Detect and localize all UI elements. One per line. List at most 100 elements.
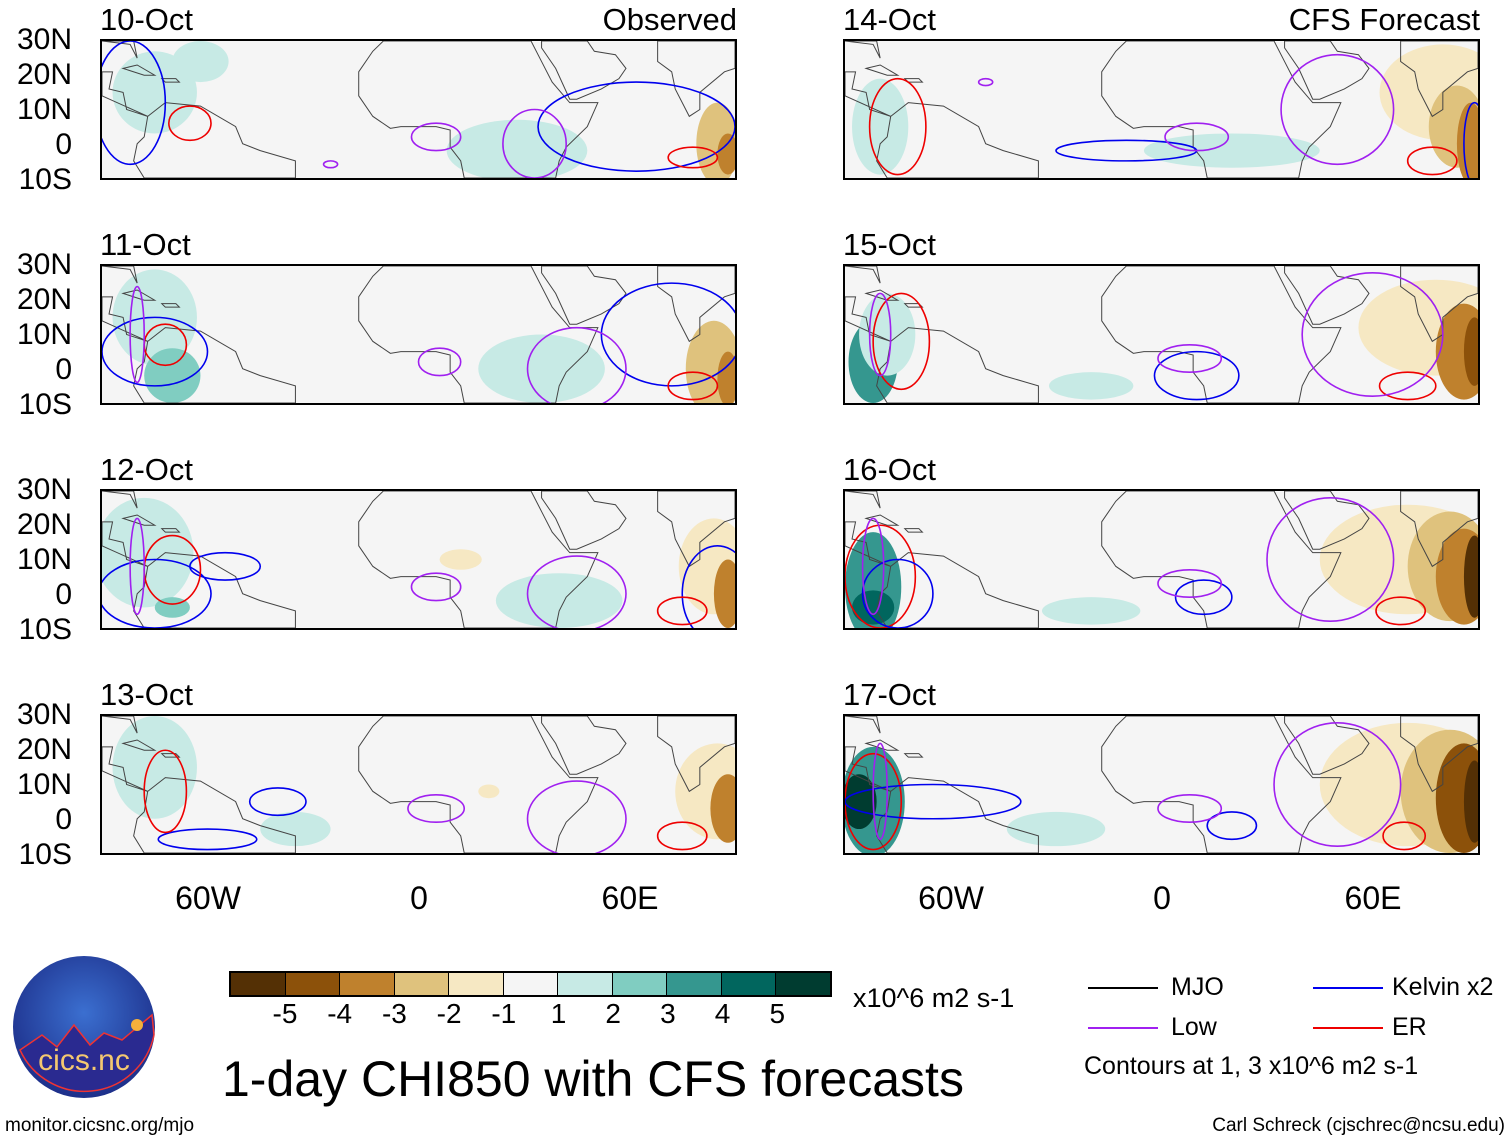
- er-contour: [1383, 822, 1425, 849]
- er-contour: [658, 822, 707, 849]
- lat-label: 20N: [16, 58, 72, 91]
- coastline: [102, 491, 137, 508]
- chi-anomaly-shading: [1463, 317, 1478, 386]
- map-panel-10-Oct: [100, 39, 737, 180]
- chi-anomaly-shading: [439, 549, 482, 570]
- forecast-label: CFS Forecast: [1288, 2, 1480, 37]
- colorbar-swatch: [340, 973, 395, 995]
- low-contour: [324, 161, 338, 168]
- coastline: [1285, 266, 1369, 324]
- coastline: [134, 778, 296, 853]
- chi-anomaly-shading: [713, 559, 735, 628]
- lat-label: 20N: [16, 733, 72, 766]
- cics-logo[interactable]: cics.nc: [12, 955, 157, 1100]
- panel-date: 11-Oct: [100, 227, 191, 262]
- coastline: [162, 529, 180, 532]
- colorbar-swatch: [612, 973, 667, 995]
- er-contour: [1408, 147, 1457, 174]
- coastline: [866, 65, 898, 75]
- coastline: [1285, 41, 1369, 99]
- lat-label: 10N: [16, 768, 72, 801]
- er-contour: [169, 106, 211, 140]
- coastline: [845, 522, 891, 567]
- map-panel-15-Oct: [843, 264, 1480, 405]
- legend-er: ER: [1392, 1013, 1427, 1041]
- chi-anomaly-shading: [260, 811, 331, 847]
- chi-anomaly-shading: [1006, 811, 1106, 847]
- lat-label: 10N: [16, 93, 72, 126]
- colorbar-swatch: [503, 973, 558, 995]
- coastline: [658, 491, 735, 566]
- colorbar-swatch: [667, 973, 722, 995]
- lat-label: 10S: [18, 838, 72, 871]
- lat-label: 30N: [16, 698, 72, 731]
- low-contour: [1158, 345, 1221, 372]
- legend-line-kelvin: [1313, 987, 1383, 989]
- svg-text:cics.nc: cics.nc: [38, 1044, 130, 1077]
- coastline: [359, 266, 598, 403]
- footer-url[interactable]: monitor.cicsnc.org/mjo: [5, 1115, 195, 1136]
- er-contour: [668, 147, 717, 168]
- coastline: [845, 747, 891, 792]
- lat-label: 20N: [16, 283, 72, 316]
- lat-label: 0: [55, 803, 72, 836]
- coastline: [866, 740, 898, 750]
- coastline: [542, 716, 626, 774]
- kelvin-contour: [250, 788, 306, 815]
- observed-label: Observed: [602, 2, 737, 37]
- kelvin-contour: [102, 317, 208, 386]
- lat-label: 0: [55, 128, 72, 161]
- colorbar-swatch: [285, 973, 340, 995]
- colorbar-swatch: [721, 973, 776, 995]
- panel-date: 10-Oct: [100, 2, 194, 37]
- map-panel-13-Oct: [100, 714, 737, 855]
- low-contour: [411, 573, 460, 600]
- chi-anomaly-shading: [1041, 597, 1141, 625]
- map-panel-12-Oct: [100, 489, 737, 630]
- coastline: [162, 79, 180, 82]
- panel-date: 14-Oct: [843, 2, 937, 37]
- colorbar-label: 2: [605, 998, 621, 1029]
- coastline: [877, 328, 1039, 403]
- footer-credit: Carl Schreck (cjschrec@ncsu.edu): [1212, 1115, 1505, 1136]
- coastline: [102, 72, 148, 117]
- coastline: [877, 778, 1039, 853]
- panel-date: 17-Oct: [843, 677, 937, 712]
- chi-anomaly-shading: [852, 78, 909, 175]
- chi-anomaly-shading: [1463, 535, 1478, 618]
- coastline: [542, 41, 626, 99]
- kelvin-contour: [845, 785, 1021, 819]
- legend-line-low: [1088, 1027, 1158, 1029]
- map-panel-14-Oct: [843, 39, 1480, 180]
- coastline: [102, 522, 148, 567]
- coastline: [845, 72, 891, 117]
- colorbar-label: 4: [714, 998, 731, 1029]
- coastline: [162, 304, 180, 307]
- chi-anomaly-shading: [1143, 133, 1320, 168]
- coastline: [1401, 491, 1478, 566]
- low-contour: [408, 795, 464, 822]
- lat-label: 30N: [16, 23, 72, 56]
- colorbar-swatch: [231, 973, 286, 995]
- lat-label: 10N: [16, 318, 72, 351]
- chi-anomaly-shading: [845, 774, 877, 830]
- coastline: [905, 529, 923, 532]
- map-panel-17-Oct: [843, 714, 1480, 855]
- er-contour: [144, 750, 186, 832]
- map-panel-16-Oct: [843, 489, 1480, 630]
- er-contour: [1376, 597, 1425, 624]
- figure-title: 1-day CHI850 with CFS forecasts: [222, 1051, 964, 1107]
- coastline: [866, 515, 898, 525]
- colorbar-label: 1: [550, 998, 567, 1029]
- kelvin-contour: [1176, 580, 1232, 614]
- lon-label: 0: [1153, 880, 1171, 916]
- legend-mjo: MJO: [1171, 973, 1224, 1001]
- low-contour: [1274, 723, 1401, 846]
- kelvin-contour: [1464, 103, 1478, 178]
- low-contour: [979, 79, 993, 86]
- er-contour: [658, 597, 707, 624]
- chi-anomaly-shading: [478, 334, 605, 403]
- chi-anomaly-shading: [495, 573, 623, 628]
- lat-label: 20N: [16, 508, 72, 541]
- coastline: [877, 103, 1039, 178]
